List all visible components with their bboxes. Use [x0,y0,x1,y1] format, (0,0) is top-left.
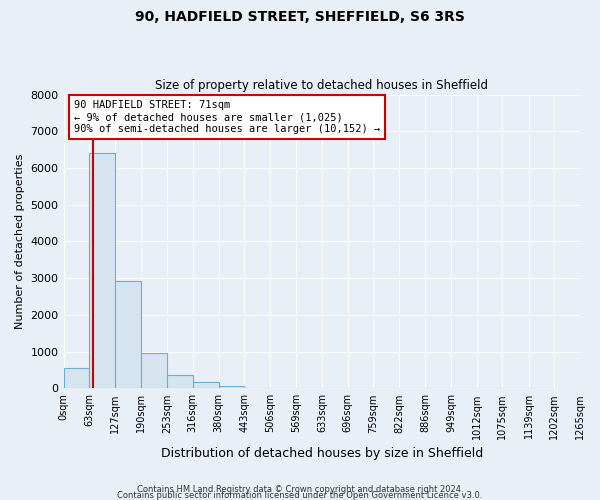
Bar [64,368,89,388]
Text: 90 HADFIELD STREET: 71sqm
← 9% of detached houses are smaller (1,025)
90% of sem: 90 HADFIELD STREET: 71sqm ← 9% of detach… [74,100,380,134]
Bar [89,154,115,388]
Y-axis label: Number of detached properties: Number of detached properties [15,154,25,329]
X-axis label: Distribution of detached houses by size in Sheffield: Distribution of detached houses by size … [161,447,483,460]
Text: Contains public sector information licensed under the Open Government Licence v3: Contains public sector information licen… [118,490,482,500]
Title: Size of property relative to detached houses in Sheffield: Size of property relative to detached ho… [155,79,488,92]
Bar [218,386,244,388]
Bar [167,375,193,388]
Text: Contains HM Land Registry data © Crown copyright and database right 2024.: Contains HM Land Registry data © Crown c… [137,484,463,494]
Bar [193,382,218,388]
Bar [115,280,141,388]
Bar [141,352,167,388]
Text: 90, HADFIELD STREET, SHEFFIELD, S6 3RS: 90, HADFIELD STREET, SHEFFIELD, S6 3RS [135,10,465,24]
